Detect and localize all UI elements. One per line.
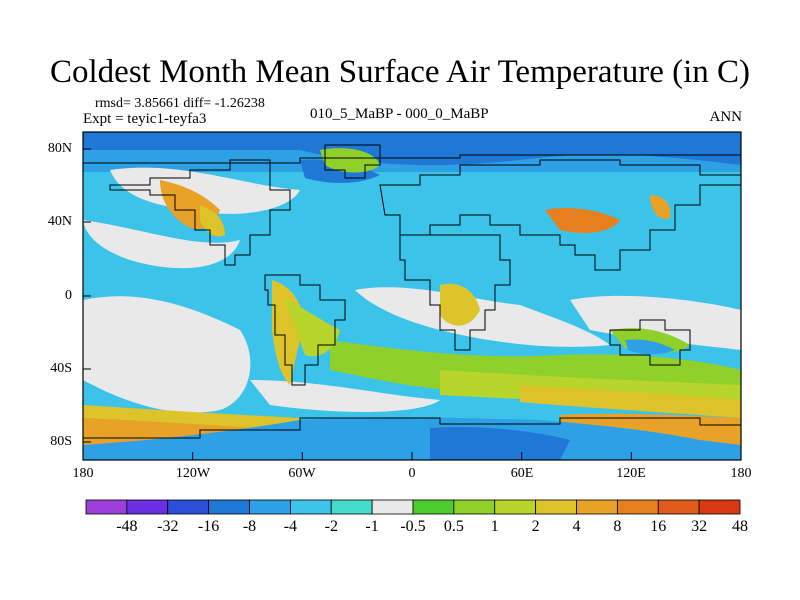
colorbar-swatch [494,499,537,515]
neutral-region-south-atlantic [355,287,610,347]
colorbar-swatch [330,499,373,515]
neutral-region-indian [570,295,741,350]
colorbar-label: 32 [691,518,708,535]
colorbar-label: 0.5 [443,518,464,535]
experiment-id-text: Expt = teyic1-teyfa3 [83,111,207,127]
colorbar-label: 1 [490,518,499,535]
colorbar-label: -4 [283,518,298,535]
south-america-warm-2 [285,300,340,357]
lat-label-80n: 80N [47,141,72,156]
lat-label-40n: 40N [47,214,72,229]
antarctica-cold [83,417,741,460]
coastline-africa [399,234,511,351]
lat-label-80s: 80S [50,434,72,449]
colorbar-label: 8 [613,518,622,535]
neutral-region-southern [250,380,440,412]
colorbar-swatch [289,499,332,515]
colorbar-swatch [167,499,210,515]
colorbar-swatch [698,499,741,515]
colorbar-label: 4 [572,518,581,535]
colorbar-swatch [412,499,455,515]
colorbar-swatch [371,499,414,515]
axis-ticks [82,148,742,460]
coastline-antarctica [83,417,741,439]
colorbar-swatch [616,499,659,515]
colorbar-swatch [535,499,577,515]
lon-label-60w: 60W [288,466,316,481]
colorbar-swatch [453,499,496,515]
colorbar-swatch [208,499,250,515]
coastline-greenland [324,144,381,179]
colorbar-label: -0.5 [400,518,426,535]
coastline-south-america [264,274,346,386]
stats-text: rmsd= 3.85661 diff= -1.26238 [95,96,265,111]
coastline-australia [609,319,691,366]
colorbar-label: -2 [324,518,338,535]
colorbar-label: 48 [732,518,748,535]
chart-title: Coldest Month Mean Surface Air Temperatu… [50,54,750,90]
colorbar-label: 2 [531,518,540,535]
colorbar-swatch [126,499,169,515]
lon-label-120w: 120W [175,466,211,481]
lon-label-180e: 180 [730,466,752,481]
colorbar-label: -48 [116,518,138,535]
colorbar-swatch [85,499,128,515]
australia-cool [625,339,675,355]
colorbar-swatch [249,499,291,515]
neutral-region-north [110,167,300,214]
coastline-arctic [83,154,741,164]
north-america-warm-2 [200,205,225,237]
africa-warm [440,283,480,326]
lon-label-180w: 180 [72,466,94,481]
lat-label-0: 0 [65,288,72,303]
siberia-cold [300,159,380,183]
neutral-region-east-pacific [83,220,240,269]
lat-label-40s: 40S [50,361,72,376]
lon-label-60e: 60E [510,466,534,481]
coastline-eurasia [379,159,741,271]
arctic-deep [83,132,741,166]
season-text: ANN [709,109,743,125]
antarctica-deep [430,427,570,460]
lon-label-120e: 120E [616,466,646,481]
colorbar-label: -32 [157,518,179,535]
colorbar-label: -1 [365,518,379,535]
north-pacific-warm [650,195,671,219]
colorbar-label: -16 [197,518,220,535]
experiment-period-text: 010_5_MaBP - 000_0_MaBP [310,106,489,122]
colorbar-label: 16 [650,518,667,535]
lon-label-0: 0 [408,466,416,481]
colorbar-swatch [657,499,700,515]
colorbar-swatch [576,499,618,515]
colorbar-label: -8 [242,518,257,535]
coastline-north-america [109,159,291,266]
asia-warm [545,208,620,233]
warm-band-south-3 [520,385,741,418]
neutral-region-pacific [83,296,251,413]
